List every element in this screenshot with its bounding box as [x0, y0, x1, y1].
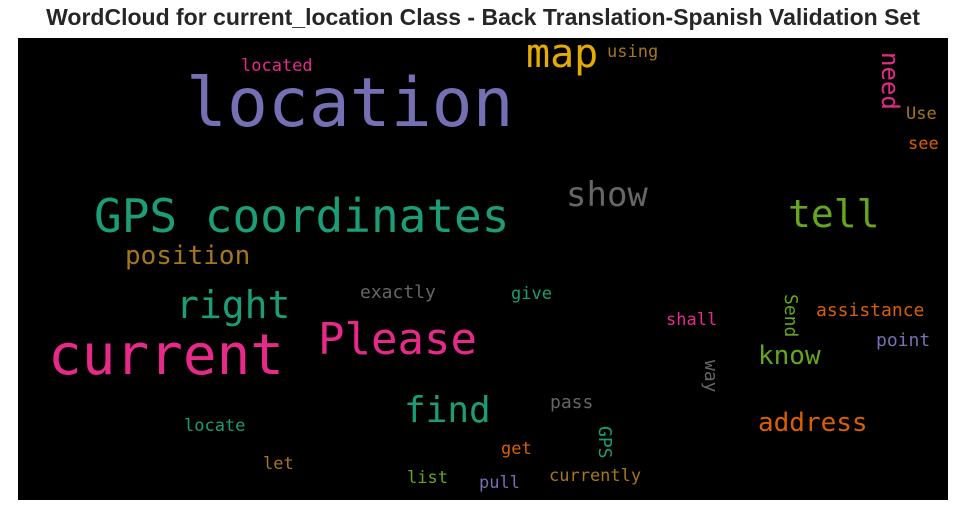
word-use: Use	[906, 104, 937, 124]
word-current: current	[48, 323, 285, 388]
word-let: let	[263, 454, 294, 474]
word-right: right	[176, 283, 291, 327]
word-using: using	[607, 42, 659, 62]
word-find: find	[404, 390, 491, 431]
word-point: point	[876, 330, 931, 351]
word-address: address	[758, 408, 868, 438]
word-see: see	[908, 134, 939, 154]
word-get: get	[501, 439, 532, 459]
word-show: show	[566, 175, 648, 215]
word-currently: currently	[549, 466, 642, 486]
word-send: Send	[780, 294, 801, 338]
chart-title: WordCloud for current_location Class - B…	[46, 4, 920, 30]
word-located: located	[241, 56, 313, 76]
word-list: list	[407, 468, 448, 488]
word-position: position	[125, 241, 251, 271]
word-give: give	[511, 284, 552, 304]
word-need: need	[876, 52, 904, 110]
word-tell: tell	[788, 192, 880, 236]
word-map: map	[526, 38, 599, 77]
word-exactly: exactly	[360, 282, 436, 303]
word-pass: pass	[550, 392, 594, 413]
word-gps-coordinates: GPS coordinates	[94, 189, 510, 243]
word-know: know	[758, 341, 821, 371]
word-shall: shall	[666, 310, 718, 330]
word-way: way	[700, 360, 721, 393]
word-assistance: assistance	[816, 300, 925, 321]
word-gps: GPS	[594, 426, 615, 459]
word-pull: pull	[479, 473, 520, 493]
word-please: Please	[318, 314, 477, 365]
word-locate: locate	[184, 416, 246, 436]
word-cloud-canvas: location GPS coordinates current Please …	[18, 38, 948, 500]
word-location: location	[186, 64, 514, 143]
